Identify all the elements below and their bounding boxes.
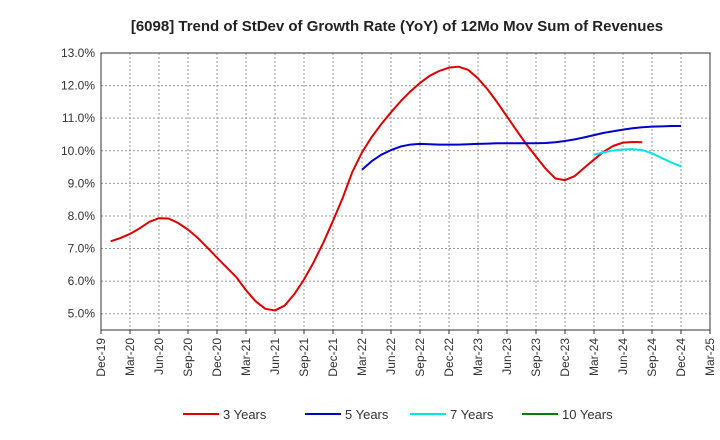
legend-label: 3 Years <box>223 407 267 422</box>
y-tick-label: 11.0% <box>62 111 95 125</box>
x-axis: Dec-19 Mar-20 Jun-20 Sep-20 Dec-20 Mar-21 Jun-… <box>94 330 717 377</box>
x-tick-label: Jun-23 <box>500 338 514 375</box>
x-tick-label: Mar-24 <box>587 338 601 376</box>
x-tick-label: Dec-21 <box>326 338 340 377</box>
series-line-5-years <box>361 125 681 171</box>
legend-label: 10 Years <box>562 407 613 422</box>
y-tick-label: 9.0% <box>68 176 96 190</box>
legend-label: 7 Years <box>450 407 494 422</box>
x-tick-label: Mar-20 <box>123 338 137 376</box>
series-line-3-years <box>110 65 643 312</box>
y-tick-label: 5.0% <box>68 307 96 321</box>
series-layer <box>110 65 682 312</box>
x-tick-label: Jun-21 <box>268 338 282 375</box>
y-tick-label: 7.0% <box>68 242 96 256</box>
x-tick-label: Sep-22 <box>413 338 427 377</box>
x-tick-label: Mar-25 <box>703 338 717 376</box>
y-tick-label: 13.0% <box>61 46 95 60</box>
series-line-7-years <box>593 148 682 168</box>
x-tick-label: Dec-19 <box>94 338 108 377</box>
x-tick-label: Sep-21 <box>297 338 311 377</box>
y-tick-label: 10.0% <box>61 144 95 158</box>
x-tick-label: Dec-24 <box>674 338 688 377</box>
plot-area <box>101 53 710 330</box>
legend-label: 5 Years <box>345 407 389 422</box>
x-tick-label: Dec-23 <box>558 338 572 377</box>
legend: 3 Years 5 Years 7 Years 10 Years <box>183 407 613 422</box>
x-tick-label: Dec-20 <box>210 338 224 377</box>
x-tick-label: Jun-20 <box>152 338 166 375</box>
x-tick-label: Mar-22 <box>355 338 369 376</box>
y-tick-label: 12.0% <box>61 79 95 93</box>
x-tick-label: Dec-22 <box>442 338 456 377</box>
plot-frame <box>100 52 711 331</box>
y-tick-label: 8.0% <box>68 209 96 223</box>
x-tick-label: Mar-23 <box>471 338 485 376</box>
x-tick-label: Sep-23 <box>529 338 543 377</box>
y-tick-label: 6.0% <box>68 274 96 288</box>
x-tick-label: Sep-20 <box>181 338 195 377</box>
x-tick-label: Jun-22 <box>384 338 398 375</box>
x-tick-label: Jun-24 <box>616 338 630 375</box>
y-axis: 5.0% 6.0% 7.0% 8.0% 9.0% 10.0% 11.0% 12.0% 13.0% <box>61 46 95 321</box>
chart-title: [6098] Trend of StDev of Growth Rate (Yo… <box>131 18 663 35</box>
x-tick-label: Sep-24 <box>645 338 659 377</box>
x-tick-label: Mar-21 <box>239 338 253 376</box>
